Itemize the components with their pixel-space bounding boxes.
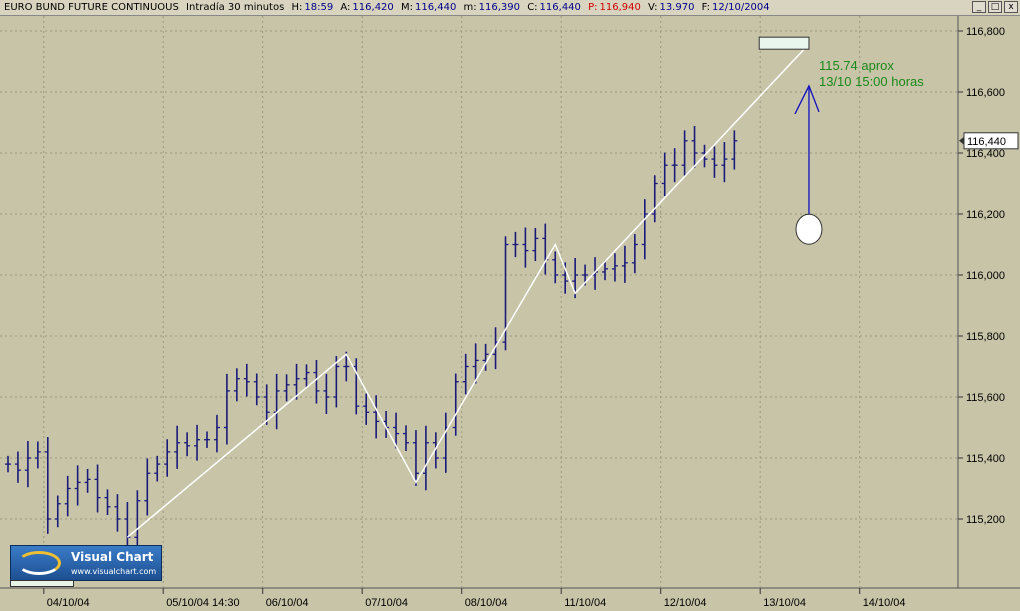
- x-tick-label: 13/10/04: [763, 597, 806, 609]
- x-tick-label: 04/10/04: [47, 597, 90, 609]
- close-label: C:: [527, 2, 538, 13]
- open-label: A:: [340, 2, 351, 13]
- instrument-name: EURO BUND FUTURE CONTINUOUS: [4, 2, 179, 13]
- minimize-button[interactable]: _: [972, 1, 986, 13]
- period-label: Intradía 30 minutos: [186, 2, 285, 13]
- volume-value: 13.970: [659, 2, 695, 13]
- x-tick-label: 14/10/04: [863, 597, 906, 609]
- y-tick-label: 115,800: [966, 331, 1005, 343]
- visual-chart-logo: Visual Chart www.visualchart.com: [10, 545, 162, 581]
- hour-value: 18:59: [304, 2, 334, 13]
- date-label: F:: [701, 2, 710, 13]
- target-annotation: 13/10 15:00 horas: [819, 74, 924, 89]
- target-arrow-head: [794, 84, 820, 115]
- target-circle: [795, 213, 823, 245]
- low-value: 116,390: [478, 2, 520, 13]
- volume-label: V:: [648, 2, 658, 13]
- prev-value: 116,940: [599, 2, 641, 13]
- high-label: M:: [400, 2, 413, 13]
- x-tick-label: 08/10/04: [465, 597, 508, 609]
- prev-label: P:: [588, 2, 598, 13]
- x-tick-label: 05/10/04 14:30: [166, 597, 239, 609]
- maximize-button[interactable]: □: [988, 1, 1002, 13]
- close-button[interactable]: x: [1004, 1, 1018, 13]
- y-tick-label: 116,400: [966, 148, 1005, 160]
- hour-label: H:: [291, 2, 303, 13]
- logo-brand: Visual Chart: [71, 550, 154, 564]
- logo-base: [10, 580, 74, 587]
- y-tick-label: 115,600: [966, 392, 1005, 404]
- x-tick-label: 06/10/04: [266, 597, 309, 609]
- last-price-pointer: [959, 136, 964, 145]
- x-tick-label: 07/10/04: [365, 597, 408, 609]
- x-tick-label: 11/10/04: [564, 597, 606, 609]
- x-tick-label: 12/10/04: [664, 597, 707, 609]
- y-tick-label: 116,200: [966, 209, 1005, 221]
- chart-header: EURO BUND FUTURE CONTINUOUS Intradía 30 …: [0, 0, 1020, 16]
- target-annotation: 115.74 aprox: [819, 58, 894, 73]
- y-tick-label: 115,200: [966, 514, 1005, 526]
- high-value: 116,440: [414, 2, 457, 13]
- last-price-label: 116,440: [967, 136, 1006, 148]
- low-label: m:: [463, 2, 477, 13]
- y-tick-label: 116,600: [966, 87, 1005, 99]
- y-tick-label: 116,000: [966, 270, 1005, 282]
- trend-zigzag-line: [126, 48, 805, 538]
- close-value: 116,440: [539, 2, 581, 13]
- logo-swoosh-icon: [17, 551, 61, 575]
- y-axis-panel: [958, 16, 1020, 611]
- open-value: 116,420: [352, 2, 394, 13]
- y-tick-label: 116,800: [966, 26, 1005, 38]
- logo-site: www.visualchart.com: [71, 567, 157, 576]
- date-value: 12/10/2004: [712, 2, 770, 13]
- window-controls: _ □ x: [972, 1, 1018, 13]
- target-box: [758, 36, 810, 50]
- price-chart[interactable]: 116,800 116,600 116,400 116,200 116,000 115,8…: [0, 16, 1020, 611]
- y-tick-label: 115,400: [966, 453, 1005, 465]
